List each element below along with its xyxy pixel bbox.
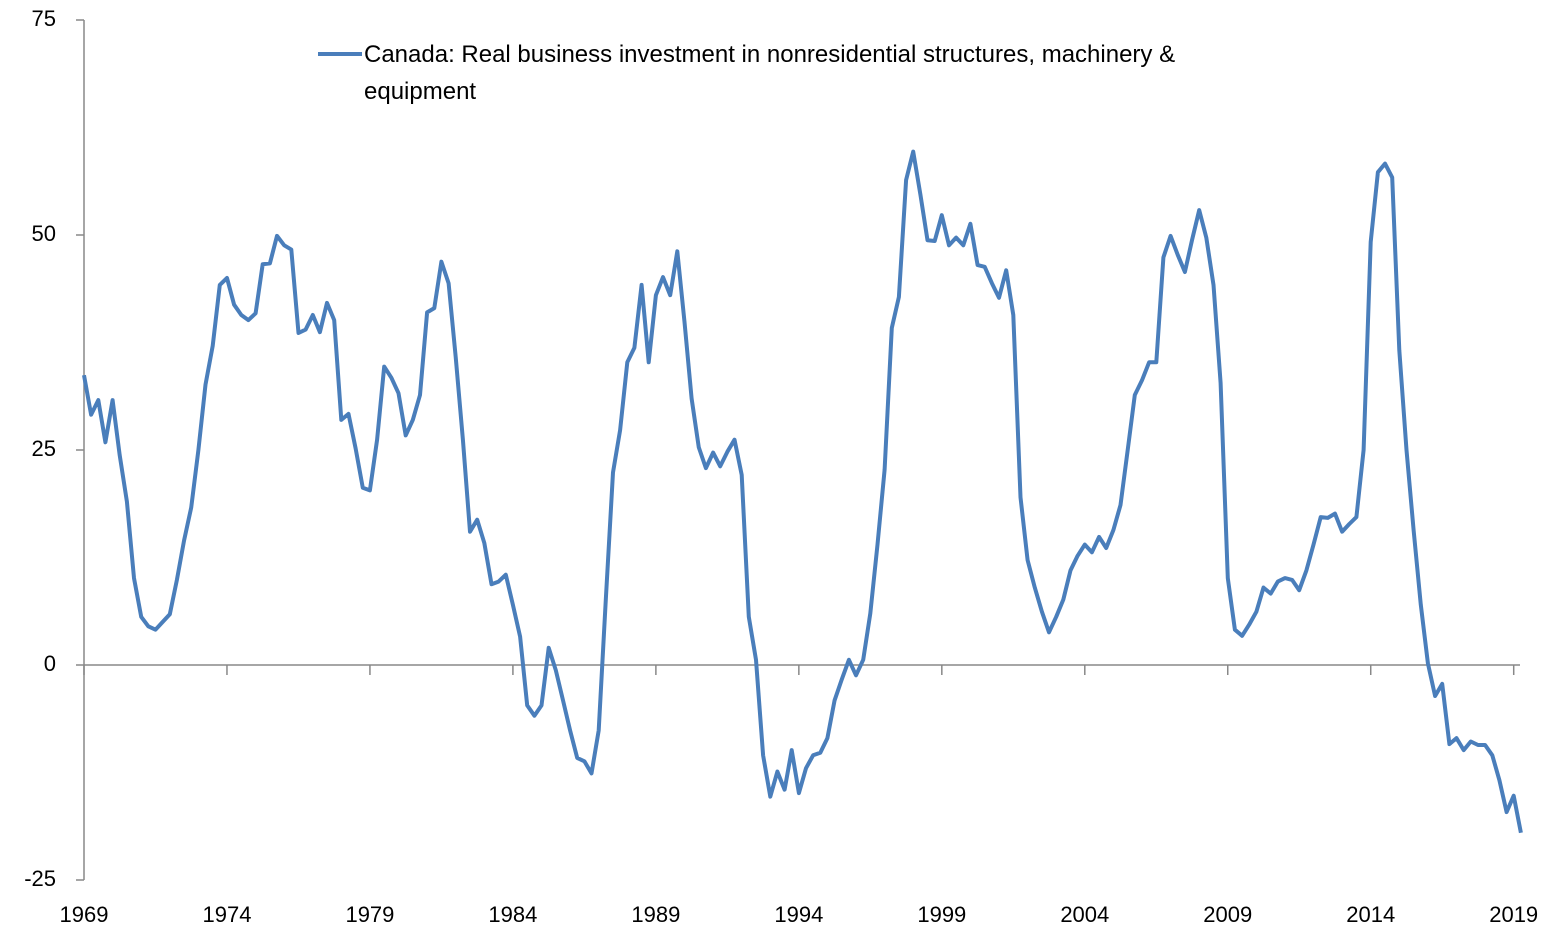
- x-tick-label: 2004: [1060, 902, 1109, 927]
- x-tick-label: 1989: [631, 902, 680, 927]
- x-tick-label: 1984: [488, 902, 537, 927]
- x-tick-label: 1994: [774, 902, 823, 927]
- x-tick-label: 1969: [60, 902, 109, 927]
- y-tick-label: 0: [44, 651, 56, 676]
- y-tick-label: -25: [24, 866, 56, 891]
- x-tick-label: 1999: [917, 902, 966, 927]
- x-tick-label: 2014: [1346, 902, 1395, 927]
- x-tick-label: 2019: [1489, 902, 1538, 927]
- y-tick-label: 75: [32, 6, 56, 31]
- y-tick-label: 25: [32, 436, 56, 461]
- x-tick-label: 1974: [202, 902, 251, 927]
- x-tick-label: 1979: [345, 902, 394, 927]
- data-line: [82, 149, 1523, 834]
- y-tick-label: 50: [32, 221, 56, 246]
- x-tick-label: 2009: [1203, 902, 1252, 927]
- legend-label: Canada: Real business investment in nonr…: [364, 41, 1176, 105]
